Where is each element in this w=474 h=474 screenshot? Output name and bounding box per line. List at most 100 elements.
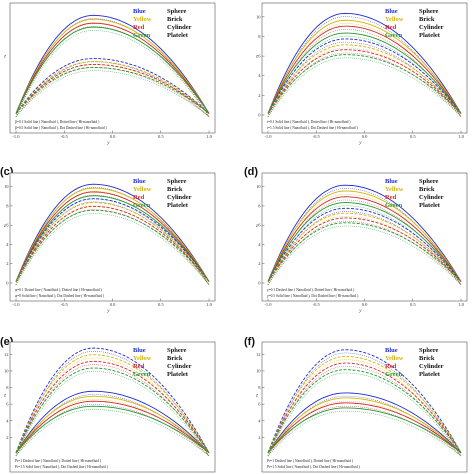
y-tick-label: 8 bbox=[258, 34, 261, 39]
annotation: β=0.5 Solid line ( Nanofluid ), Dot Dash… bbox=[15, 126, 107, 131]
y-tick-label: 8 bbox=[6, 203, 9, 208]
legend-shape-brick: Brick bbox=[419, 186, 435, 193]
legend-color-blue: Blue bbox=[385, 178, 398, 185]
y-tick-label: 8 bbox=[6, 385, 9, 390]
series-line-blue bbox=[267, 349, 462, 453]
series-line-hybrid-blue bbox=[15, 350, 210, 457]
series-line-blue bbox=[267, 12, 462, 114]
legend-shape-sphere: Sphere bbox=[419, 8, 438, 15]
annotation: φ=0 Solid line ( Nanofluid ), Dot Dashed… bbox=[15, 294, 105, 299]
y-axis-label: z bbox=[3, 394, 6, 399]
series-line-hybrid-green bbox=[15, 409, 210, 457]
y-tick-label: 0 bbox=[258, 113, 261, 118]
series-line-red bbox=[267, 49, 462, 114]
series-line-yellow bbox=[267, 212, 462, 282]
series-line-yellow bbox=[267, 190, 462, 282]
series-line-green bbox=[15, 367, 210, 454]
series-line-green bbox=[267, 54, 462, 114]
series-line-hybrid-yellow bbox=[267, 193, 462, 285]
series-line-red bbox=[267, 362, 462, 453]
annotation: Pr=1.5 Solid line ( Nanofluid ), Dot Das… bbox=[267, 465, 361, 470]
series-line-yellow bbox=[15, 354, 210, 453]
series-line-green bbox=[15, 66, 210, 114]
y-tick-label: 2 bbox=[258, 261, 260, 266]
y-axis-label: z bbox=[255, 55, 258, 60]
series-line-red bbox=[15, 63, 210, 114]
series-line-hybrid-red bbox=[15, 67, 210, 117]
series-line-blue bbox=[15, 390, 210, 454]
legend-shape-brick: Brick bbox=[167, 186, 183, 193]
y-tick-label: 2 bbox=[258, 93, 260, 98]
legend-color-green: Green bbox=[385, 202, 403, 209]
series-line-red bbox=[15, 205, 210, 282]
series-line-yellow bbox=[15, 187, 210, 282]
x-tick-label: 0.0 bbox=[110, 302, 116, 307]
series-line-yellow bbox=[15, 202, 210, 282]
series-line-yellow bbox=[267, 397, 462, 454]
plot-frame bbox=[9, 2, 216, 134]
series-line-red bbox=[15, 22, 210, 114]
series-line-hybrid-blue bbox=[15, 394, 210, 457]
legend-color-blue: Blue bbox=[385, 8, 398, 15]
x-tick-label: -1.0 bbox=[12, 302, 20, 307]
series-line-blue bbox=[15, 183, 210, 282]
x-axis-label: y bbox=[358, 141, 362, 146]
x-tick-label: -1.0 bbox=[264, 134, 272, 139]
y-tick-label: 6 bbox=[6, 402, 9, 407]
series-line-green bbox=[15, 195, 210, 282]
legend-shape-brick: Brick bbox=[419, 16, 435, 23]
x-tick-label: -0.5 bbox=[61, 302, 69, 307]
x-tick-label: 1.0 bbox=[458, 134, 464, 139]
legend-shape-sphere: Sphere bbox=[419, 347, 438, 354]
legend-color-red: Red bbox=[133, 194, 145, 201]
y-tick-label: 4 bbox=[258, 242, 261, 247]
panel-1: z -1.0 -0.5 0.0 0.5 1.0 y Blue Sphere Yellow Brick… bbox=[3, 2, 216, 146]
series-line-hybrid-green bbox=[267, 57, 462, 117]
legend-shape-cylinder: Cylinder bbox=[419, 194, 444, 201]
annotation: γ=0.1 Dashed line ( Nanofluid ), Dotted … bbox=[267, 288, 355, 293]
x-axis-label: y bbox=[106, 309, 110, 314]
legend-color-red: Red bbox=[385, 24, 397, 31]
series-line-green bbox=[15, 209, 210, 282]
series-line-blue bbox=[15, 14, 210, 114]
series-line-hybrid-blue bbox=[267, 395, 462, 457]
annotation: t=0.1 Solid line ( Nanofluid ), Dotted l… bbox=[267, 120, 351, 125]
legend-color-green: Green bbox=[133, 202, 151, 209]
series-line-blue bbox=[267, 207, 462, 282]
panel-4: (d) 0 2 4 6 8 10 z -1.0 -0.5 0.0 0.5 1.0 y Blue Sphere Y… bbox=[244, 166, 468, 314]
series-line-yellow bbox=[267, 19, 462, 114]
annotation: t=1.5 Solid line ( Nanofluid ), Dot Dash… bbox=[267, 126, 359, 131]
y-tick-label: 8 bbox=[258, 203, 261, 208]
series-line-hybrid-green bbox=[15, 370, 210, 457]
series-line-blue bbox=[15, 58, 210, 114]
y-tick-label: 12 bbox=[4, 352, 9, 357]
series-line-hybrid-green bbox=[267, 225, 462, 285]
plot-frame bbox=[261, 172, 468, 302]
y-tick-label: 0 bbox=[6, 281, 9, 286]
series-line-green bbox=[267, 222, 462, 282]
series-line-hybrid-blue bbox=[15, 61, 210, 117]
series-line-hybrid-yellow bbox=[15, 357, 210, 457]
y-tick-label: 8 bbox=[258, 385, 261, 390]
y-tick-label: 4 bbox=[258, 418, 261, 423]
series-line-hybrid-green bbox=[15, 30, 210, 117]
legend-color-blue: Blue bbox=[133, 178, 146, 185]
x-axis-label: y bbox=[358, 309, 362, 314]
y-tick-label: 4 bbox=[6, 242, 9, 247]
y-tick-label: 10 bbox=[4, 184, 9, 189]
x-tick-label: 0.5 bbox=[410, 302, 416, 307]
x-tick-label: 0.0 bbox=[110, 134, 116, 139]
y-axis-label: z bbox=[255, 224, 258, 229]
y-tick-label: 10 bbox=[256, 14, 261, 19]
legend-shape-sphere: Sphere bbox=[167, 178, 186, 185]
x-tick-label: 0.5 bbox=[158, 302, 164, 307]
x-tick-label: -0.5 bbox=[61, 134, 69, 139]
legend-color-yellow: Yellow bbox=[133, 355, 152, 362]
series-line-hybrid-yellow bbox=[15, 399, 210, 457]
series-line-hybrid-green bbox=[15, 198, 210, 285]
series-line-blue bbox=[267, 38, 462, 114]
x-tick-label: -0.5 bbox=[313, 134, 321, 139]
series-line-hybrid-blue bbox=[267, 352, 462, 457]
panel-2: 0 2 4 6 8 10 z -1.0 -0.5 0.0 0.5 1.0 y Blue Sphere Yell… bbox=[255, 2, 468, 146]
